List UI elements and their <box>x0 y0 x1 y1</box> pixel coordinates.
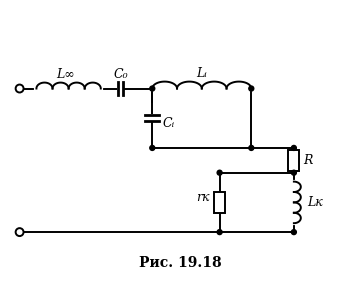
Text: Рис. 19.18: Рис. 19.18 <box>139 256 221 270</box>
Text: Lᵢ: Lᵢ <box>196 67 207 80</box>
Text: L∞: L∞ <box>56 68 75 81</box>
Text: R: R <box>303 154 312 167</box>
Circle shape <box>16 85 23 93</box>
Circle shape <box>150 86 155 91</box>
Circle shape <box>217 230 222 235</box>
Bar <box>288 150 299 171</box>
Circle shape <box>249 86 254 91</box>
Circle shape <box>150 145 155 150</box>
Text: Cᵢ: Cᵢ <box>162 117 174 130</box>
Text: C₀: C₀ <box>113 68 128 81</box>
Circle shape <box>291 170 296 175</box>
Circle shape <box>249 145 254 150</box>
Circle shape <box>16 228 23 236</box>
Text: Lк: Lк <box>307 196 322 209</box>
Circle shape <box>217 170 222 175</box>
Bar <box>214 192 225 213</box>
Circle shape <box>291 230 296 235</box>
Circle shape <box>291 145 296 150</box>
Text: rк: rк <box>196 191 210 204</box>
